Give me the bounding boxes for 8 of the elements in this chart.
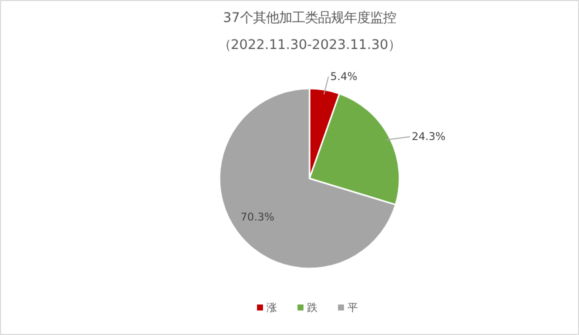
data-label: 5.4% — [330, 70, 358, 84]
chart-title: 37个其他加工类品规年度监控 — [223, 10, 396, 26]
legend-label: 跌 — [306, 301, 318, 314]
data-label: 24.3% — [412, 130, 446, 144]
data-label: 70.3% — [240, 210, 274, 224]
legend-label: 平 — [347, 301, 358, 314]
legend-label: 涨 — [266, 301, 278, 314]
chart-subtitle: （2022.11.30-2023.11.30） — [218, 38, 402, 53]
